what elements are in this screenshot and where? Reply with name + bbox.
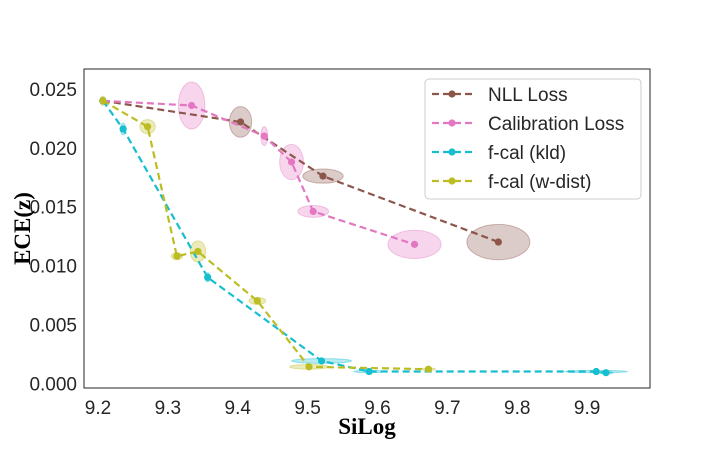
legend-calibration-loss-label: Calibration Loss — [488, 114, 624, 135]
legend: NLL Loss Calibration Loss f-cal (kld) f-cal… — [424, 78, 642, 200]
x-tick-label: 9.6 — [364, 398, 390, 419]
calibration-loss-point — [410, 240, 419, 248]
calibration-loss-line — [102, 99, 415, 246]
x-tick-label: 9.3 — [155, 398, 181, 419]
f-cal-kld-point — [602, 369, 610, 377]
x-tick-label: 9.8 — [504, 398, 530, 419]
f-cal-kld-point — [317, 357, 326, 365]
y-tick-label: 0.015 — [29, 198, 77, 219]
legend-f-cal-kld-marker — [448, 148, 456, 156]
legend-nll-loss-marker — [448, 90, 456, 98]
legend-f-cal-kld-label: f-cal (kld) — [488, 143, 566, 164]
y-axis-label: ECE(z) — [10, 192, 35, 265]
calibration-loss-point — [188, 101, 196, 110]
x-tick-label: 9.4 — [225, 398, 252, 419]
f-cal-kld-point — [365, 367, 373, 376]
y-tick-label: 0.025 — [29, 80, 77, 101]
x-tick-label: 9.2 — [85, 398, 111, 419]
legend-nll-loss-label: NLL Loss — [488, 85, 568, 106]
f-cal-kld-point — [204, 273, 212, 281]
y-tick-label: 0.005 — [29, 315, 77, 336]
calibration-loss-point — [309, 207, 317, 216]
plot-frame — [83, 68, 651, 389]
calibration-loss-point — [260, 132, 268, 140]
y-tick-label: 0.000 — [29, 374, 77, 395]
x-ticks: 9.2 9.3 9.4 9.5 9.6 9.7 9.8 9.9 — [85, 398, 601, 419]
f-cal-w-dist-point — [194, 247, 202, 256]
f-cal-w-dist-point — [253, 297, 261, 305]
y-tick-label: 0.010 — [29, 257, 77, 278]
f-cal-w-dist-point — [305, 363, 313, 371]
f-cal-w-dist-point — [143, 123, 152, 131]
f-cal-kld-point — [592, 367, 600, 376]
legend-calibration-loss-marker — [448, 119, 456, 127]
x-axis-label: SiLog — [338, 414, 396, 439]
legend-f-cal-w-dist-marker — [448, 177, 456, 185]
y-tick-label: 0.020 — [29, 139, 77, 160]
series-markers — [99, 97, 610, 377]
x-tick-label: 9.5 — [294, 398, 320, 419]
y-ticks: 0.000 0.005 0.010 0.015 0.020 0.025 — [29, 80, 77, 395]
legend-f-cal-w-dist-label: f-cal (w-dist) — [488, 172, 591, 193]
calibration-loss-point — [287, 158, 296, 166]
f-cal-w-dist-point — [424, 365, 433, 373]
x-tick-label: 9.9 — [574, 398, 600, 419]
f-cal-kld-point — [119, 125, 127, 133]
nll-loss-line — [102, 99, 499, 244]
nll-loss-point — [319, 172, 327, 180]
f-cal-w-dist-point — [173, 252, 181, 260]
nll-loss-point — [494, 238, 502, 246]
f-cal-w-dist-point — [99, 97, 107, 105]
legend-box — [424, 78, 642, 200]
nll-loss-point — [236, 118, 245, 126]
x-tick-label: 9.7 — [434, 398, 460, 419]
